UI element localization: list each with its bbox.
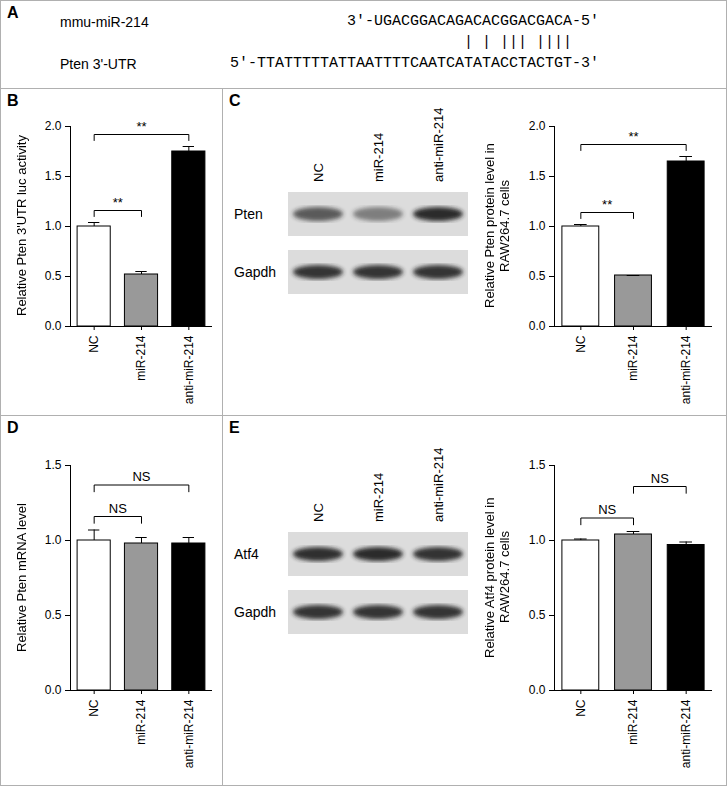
html-text:Relative Atf4 protein level in: Relative Atf4 protein level in RAW264.7 … bbox=[482, 497, 512, 658]
svg-text:anti-miR-214: anti-miR-214 bbox=[679, 335, 693, 404]
svg-text:**: ** bbox=[602, 197, 612, 212]
svg-text:anti-miR-214: anti-miR-214 bbox=[182, 699, 196, 768]
svg-text:0.5: 0.5 bbox=[529, 608, 546, 622]
svg-text:NC: NC bbox=[574, 335, 588, 353]
svg-text:Pten: Pten bbox=[234, 206, 263, 222]
svg-text:NS: NS bbox=[132, 469, 150, 484]
svg-text:**: ** bbox=[628, 129, 638, 144]
svg-text:NS: NS bbox=[109, 501, 127, 516]
svg-text:Atf4: Atf4 bbox=[234, 546, 259, 562]
html-text:5'-TTATTTTTATTAATTTTCAATCATATA: 5'-TTATTTTTATTAATTTTCAATCATATACCTACTGT-3… bbox=[230, 55, 600, 72]
svg-text:anti-miR-214: anti-miR-214 bbox=[182, 335, 196, 404]
svg-text:miR-214: miR-214 bbox=[134, 699, 148, 745]
svg-text:NS: NS bbox=[651, 471, 669, 486]
html-text:Relative Pten protein level in: Relative Pten protein level in RAW264.7 … bbox=[482, 143, 512, 309]
svg-text:Gapdh: Gapdh bbox=[234, 264, 276, 280]
html-text:B: B bbox=[7, 92, 19, 109]
html-text:mmu-miR-214: mmu-miR-214 bbox=[60, 14, 149, 30]
svg-text:0.0: 0.0 bbox=[529, 319, 546, 333]
svg-text:miR-214: miR-214 bbox=[134, 335, 148, 381]
html-text:Relative Pten mRNA level: Relative Pten mRNA level bbox=[13, 503, 29, 652]
svg-text:NC: NC bbox=[87, 335, 101, 353]
svg-text:0.5: 0.5 bbox=[529, 269, 546, 283]
svg-text:Gapdh: Gapdh bbox=[234, 604, 276, 620]
svg-text:1.5: 1.5 bbox=[45, 458, 62, 472]
svg-text:anti-miR-214: anti-miR-214 bbox=[431, 448, 446, 522]
svg-text:0.0: 0.0 bbox=[45, 683, 62, 697]
svg-text:0.0: 0.0 bbox=[45, 319, 62, 333]
svg-text:anti-miR-214: anti-miR-214 bbox=[679, 699, 693, 768]
svg-text:0.5: 0.5 bbox=[45, 608, 62, 622]
svg-text:1.0: 1.0 bbox=[529, 219, 546, 233]
svg-text:miR-214: miR-214 bbox=[371, 473, 386, 522]
svg-text:0.5: 0.5 bbox=[45, 269, 62, 283]
svg-text:**: ** bbox=[113, 195, 123, 210]
svg-text:miR-214: miR-214 bbox=[371, 133, 386, 182]
svg-text:1.0: 1.0 bbox=[529, 533, 546, 547]
svg-text:NS: NS bbox=[598, 502, 616, 517]
svg-text:2.0: 2.0 bbox=[45, 119, 62, 133]
svg-text:NC: NC bbox=[87, 699, 101, 717]
html-text:C: C bbox=[229, 92, 241, 109]
svg-text:0.0: 0.0 bbox=[529, 683, 546, 697]
html-text:Pten 3'-UTR: Pten 3'-UTR bbox=[60, 56, 137, 72]
svg-text:1.5: 1.5 bbox=[529, 458, 546, 472]
html-text:E: E bbox=[229, 419, 240, 436]
svg-text:miR-214: miR-214 bbox=[626, 699, 640, 745]
svg-text:anti-miR-214: anti-miR-214 bbox=[431, 108, 446, 182]
html-text:D: D bbox=[7, 419, 19, 436]
html-text:3'-UGACGGACAGACACGGACGACA-5': 3'-UGACGGACAGACACGGACGACA-5' bbox=[230, 13, 600, 30]
html-text:Relative Pten 3'UTR luc activi: Relative Pten 3'UTR luc activity bbox=[13, 135, 29, 317]
svg-text:2.0: 2.0 bbox=[529, 119, 546, 133]
html-text:A: A bbox=[7, 4, 19, 21]
svg-text:1.5: 1.5 bbox=[45, 169, 62, 183]
svg-text:1.0: 1.0 bbox=[45, 533, 62, 547]
svg-text:miR-214: miR-214 bbox=[626, 335, 640, 381]
svg-text:**: ** bbox=[136, 119, 146, 134]
svg-text:1.5: 1.5 bbox=[529, 169, 546, 183]
svg-text:NC: NC bbox=[311, 163, 326, 182]
svg-text:NC: NC bbox=[311, 503, 326, 522]
svg-text:NC: NC bbox=[574, 699, 588, 717]
svg-text:1.0: 1.0 bbox=[45, 219, 62, 233]
